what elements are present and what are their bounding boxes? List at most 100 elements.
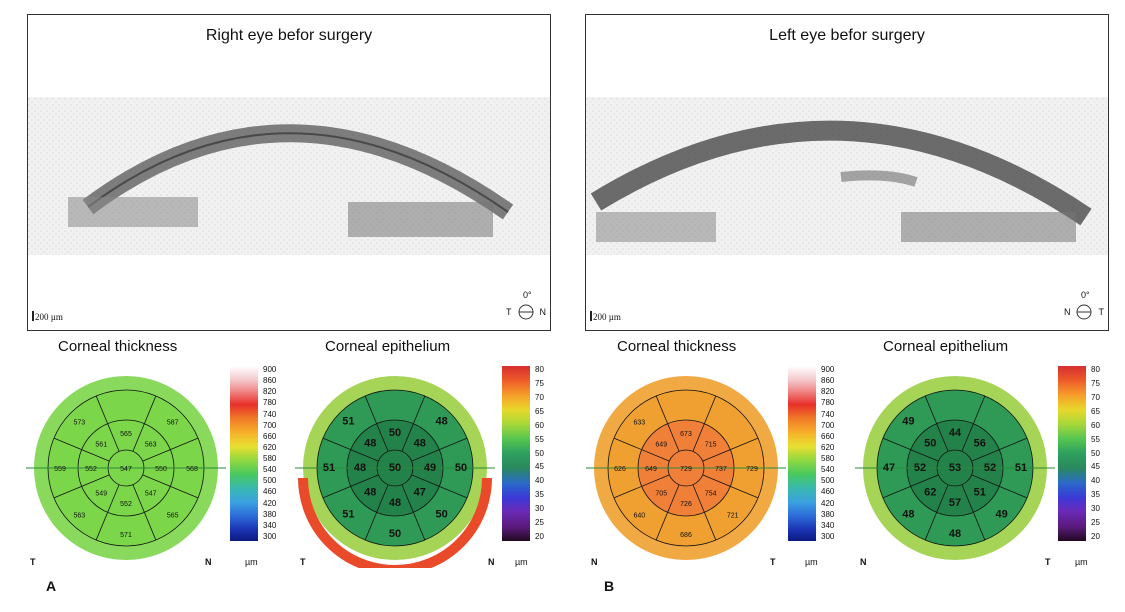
colorbar-tick: 300 xyxy=(263,532,277,541)
colorbar-tick: 75 xyxy=(535,378,544,388)
map-spoke xyxy=(411,474,468,499)
map-title-b-epithelium: Corneal epithelium xyxy=(883,338,1009,355)
map-spoke xyxy=(364,484,389,541)
map-value-middle: 633 xyxy=(633,419,645,426)
map-value-middle: 48 xyxy=(902,509,914,521)
oct-title-left-eye: Left eye befor surgery xyxy=(769,27,925,44)
map-value-inner: 48 xyxy=(364,437,376,449)
colorbar-tick: 25 xyxy=(1091,518,1100,528)
colorbar-tick: 820 xyxy=(263,387,277,397)
colorbar-tick: 620 xyxy=(263,442,277,452)
map-spoke xyxy=(882,437,939,462)
map-value-inner: 552 xyxy=(85,466,97,473)
map-spoke xyxy=(961,395,986,452)
map-value-middle: 51 xyxy=(342,509,354,521)
map-title-a-thickness: Corneal thickness xyxy=(58,338,178,355)
map-spoke xyxy=(961,484,986,541)
epithelium-unit: µm xyxy=(515,557,528,567)
map-rim-hot xyxy=(298,477,492,568)
map-spoke xyxy=(655,395,680,452)
map-b-thickness-left-label: N xyxy=(591,557,598,567)
map-value-inner: 49 xyxy=(424,462,436,474)
map-value-inner: 561 xyxy=(95,441,107,448)
colorbar-tick: 70 xyxy=(1091,392,1100,402)
map-spoke xyxy=(401,484,426,541)
colorbar-tick: 900 xyxy=(821,365,835,374)
map-spoke xyxy=(322,474,379,499)
colorbar-tick: 80 xyxy=(535,365,544,374)
map-value-center: 50 xyxy=(389,462,401,474)
map-value-inner: 50 xyxy=(389,427,401,439)
map-spoke xyxy=(53,474,110,499)
map-spoke xyxy=(401,395,426,452)
colorbar-tick: 860 xyxy=(821,376,835,386)
orientation-top: 0° xyxy=(1081,290,1090,300)
map-title-a-epithelium: Corneal epithelium xyxy=(325,338,451,355)
colorbar-tick: 30 xyxy=(1091,504,1100,514)
map-a-thickness-left-label: T xyxy=(30,557,36,567)
map-value-inner: 50 xyxy=(924,437,936,449)
map-value-middle: 49 xyxy=(902,415,914,427)
colorbar-tick: 65 xyxy=(535,406,544,416)
map-value-middle: 49 xyxy=(996,509,1008,521)
oct-panel-left-eye: Left eye befor surgery 200 µm 0° N T xyxy=(585,14,1109,331)
colorbar-tick: 860 xyxy=(263,376,277,386)
colorbar-tick: 420 xyxy=(821,498,835,508)
map-b-thickness: 729 673 715 737 754 726 705 649 649 729 721 686 640 6… xyxy=(586,376,786,560)
colorbar-tick: 380 xyxy=(821,509,835,519)
map-value-middle: 565 xyxy=(167,513,179,520)
colorbar-tick: 50 xyxy=(1091,448,1100,458)
colorbar-tick: 380 xyxy=(263,509,277,519)
map-value-inner: 57 xyxy=(949,497,961,509)
colorbar-tick: 20 xyxy=(535,532,544,541)
map-value-inner: 715 xyxy=(705,441,717,448)
map-value-middle: 640 xyxy=(633,513,645,520)
map-spoke xyxy=(142,437,199,462)
map-value-middle: 686 xyxy=(680,532,692,539)
colorbar-tick: 300 xyxy=(821,532,835,541)
orientation-indicator: 0° N T xyxy=(1064,290,1105,324)
scale-bar: 200 µm xyxy=(32,311,63,322)
map-value-inner: 51 xyxy=(974,487,986,499)
colorbar-tick: 40 xyxy=(535,476,544,486)
colorbar-tick: 60 xyxy=(535,420,544,430)
map-value-inner: 48 xyxy=(364,487,376,499)
map-spoke xyxy=(924,484,949,541)
epithelium-unit: µm xyxy=(1075,557,1088,567)
colorbar-tick: 580 xyxy=(263,454,277,464)
map-value-inner: 563 xyxy=(145,441,157,448)
map-value-middle: 50 xyxy=(455,462,467,474)
map-value-inner: 726 xyxy=(680,501,692,508)
map-spoke xyxy=(322,437,379,462)
map-a-epithelium: 50 50 48 49 47 48 48 48 48 48 50 50 50 51 51 51 xyxy=(295,376,495,568)
orientation-circle-icon xyxy=(1076,304,1092,320)
orientation-right: T xyxy=(1098,307,1105,317)
colorbar-tick: 55 xyxy=(535,434,544,444)
colorbar-tick: 540 xyxy=(821,465,835,475)
map-value-inner: 550 xyxy=(155,466,167,473)
map-value-middle: 48 xyxy=(436,415,448,427)
map-a-epithelium-right-label: N xyxy=(488,557,495,567)
map-value-center: 729 xyxy=(680,466,692,473)
colorbar-tick: 420 xyxy=(263,498,277,508)
map-spoke xyxy=(364,395,389,452)
map-value-middle: 47 xyxy=(883,462,895,474)
thickness-unit: µm xyxy=(245,557,258,567)
map-value-inner: 547 xyxy=(145,491,157,498)
oct-scan-left-eye xyxy=(586,97,1108,263)
map-spoke xyxy=(613,437,670,462)
colorbar-tick: 700 xyxy=(821,420,835,430)
map-spoke xyxy=(655,484,680,541)
map-spoke xyxy=(132,395,157,452)
colorbar-tick: 340 xyxy=(263,520,277,530)
orientation-left: T xyxy=(506,307,512,317)
colorbar-tick: 70 xyxy=(535,392,544,402)
map-title-b-thickness: Corneal thickness xyxy=(617,338,737,355)
map-value-inner: 48 xyxy=(389,497,401,509)
colorbar-tick: 55 xyxy=(1091,434,1100,444)
colorbar-tick: 500 xyxy=(263,476,277,486)
map-spoke xyxy=(142,474,199,499)
orientation-indicator: 0° T N xyxy=(506,290,546,324)
map-spoke xyxy=(924,395,949,452)
map-value-middle: 626 xyxy=(614,466,626,473)
